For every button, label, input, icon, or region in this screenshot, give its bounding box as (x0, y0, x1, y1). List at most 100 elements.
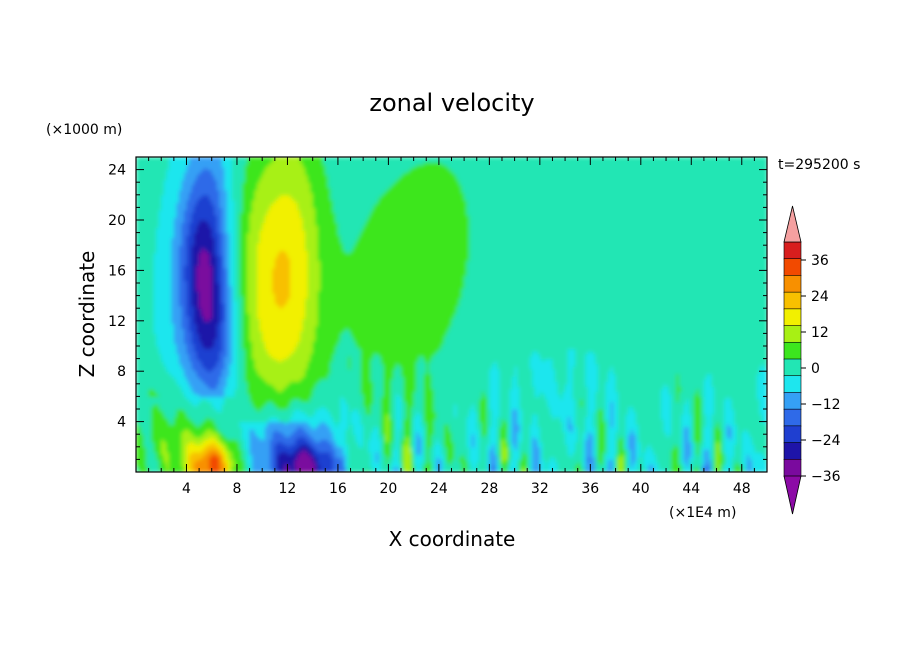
field-cell (176, 212, 185, 216)
field-cell (348, 456, 372, 460)
field-cell (340, 335, 354, 340)
field-cell (219, 252, 225, 256)
field-cell (335, 348, 362, 352)
field-cell (678, 451, 682, 455)
field-cell (570, 454, 574, 458)
field-cell (206, 368, 213, 372)
field-cell (236, 361, 246, 365)
field-cell (183, 409, 218, 413)
field-cell (385, 421, 389, 425)
field-cell (153, 285, 172, 289)
field-cell (136, 227, 157, 231)
field-cell (496, 459, 501, 463)
colorbar-swatch (783, 458, 802, 477)
field-cell (305, 245, 319, 249)
field-cell (466, 424, 478, 428)
field-cell (681, 469, 685, 472)
field-cell (221, 300, 228, 304)
field-cell (274, 265, 291, 269)
field-cell (307, 270, 321, 274)
field-cell (345, 466, 349, 471)
field-cell (320, 265, 468, 269)
field-cell (239, 277, 248, 282)
field-cell (741, 456, 748, 460)
field-cell (393, 371, 402, 375)
field-cell (348, 419, 352, 423)
field-cell (567, 451, 574, 455)
field-cell (628, 441, 637, 445)
field-cell (416, 361, 427, 365)
field-cell (605, 436, 609, 440)
field-cell (426, 451, 430, 455)
field-cell (724, 416, 735, 420)
field-cell (226, 293, 233, 297)
field-cell (693, 454, 702, 458)
field-cell (441, 466, 445, 471)
field-cell (186, 396, 225, 400)
field-cell (532, 466, 541, 471)
field-cell (398, 429, 405, 433)
field-cell (216, 184, 225, 188)
field-cell (711, 383, 758, 387)
field-cell (370, 371, 384, 375)
field-cell (244, 353, 253, 357)
field-cell (572, 393, 589, 397)
field-cell (401, 454, 405, 458)
field-cell (244, 169, 266, 173)
field-cell (342, 242, 357, 246)
field-cell (595, 396, 607, 400)
field-cell (176, 381, 190, 385)
field-cell (509, 431, 513, 435)
field-cell (517, 444, 521, 448)
field-cell (269, 441, 278, 445)
field-cell (385, 459, 389, 463)
field-cell (219, 245, 225, 249)
field-cell (289, 288, 309, 292)
field-cell (671, 461, 680, 466)
field-cell (454, 411, 458, 415)
field-cell (734, 414, 763, 418)
field-cell (214, 247, 220, 251)
field-cell (681, 444, 685, 448)
field-cell (186, 446, 205, 450)
field-cell (221, 368, 230, 372)
field-cell (153, 252, 172, 256)
field-cell (247, 454, 253, 458)
field-cell (423, 426, 427, 430)
field-cell (385, 424, 389, 428)
field-cell (264, 220, 304, 224)
field-cell (678, 446, 682, 450)
field-cell (512, 376, 518, 380)
field-cell (199, 305, 213, 309)
field-cell (305, 429, 331, 433)
field-cell (136, 179, 165, 183)
field-cell (499, 403, 511, 408)
field-cell (194, 305, 200, 309)
field-cell (724, 456, 728, 460)
field-cell (272, 285, 291, 289)
field-cell (522, 456, 528, 460)
field-cell (401, 456, 405, 460)
field-cell (320, 280, 465, 284)
field-cell (388, 421, 395, 425)
field-cell (504, 419, 511, 423)
field-cell (380, 461, 387, 466)
field-cell (289, 293, 309, 297)
field-cell (236, 305, 243, 309)
field-cell (484, 393, 490, 397)
field-cell (519, 456, 523, 460)
field-cell (231, 328, 238, 332)
field-cell (514, 371, 518, 375)
field-cell (363, 426, 374, 430)
field-cell (385, 431, 389, 435)
field-cell (252, 353, 271, 357)
field-cell (630, 431, 634, 435)
field-cell (345, 328, 349, 332)
field-cell (219, 446, 225, 450)
field-cell (451, 169, 767, 173)
field-cell (532, 456, 541, 460)
field-cell (638, 466, 647, 471)
field-cell (189, 197, 200, 201)
field-cell (507, 446, 511, 450)
colorbar-tick-label: −24 (811, 433, 841, 449)
